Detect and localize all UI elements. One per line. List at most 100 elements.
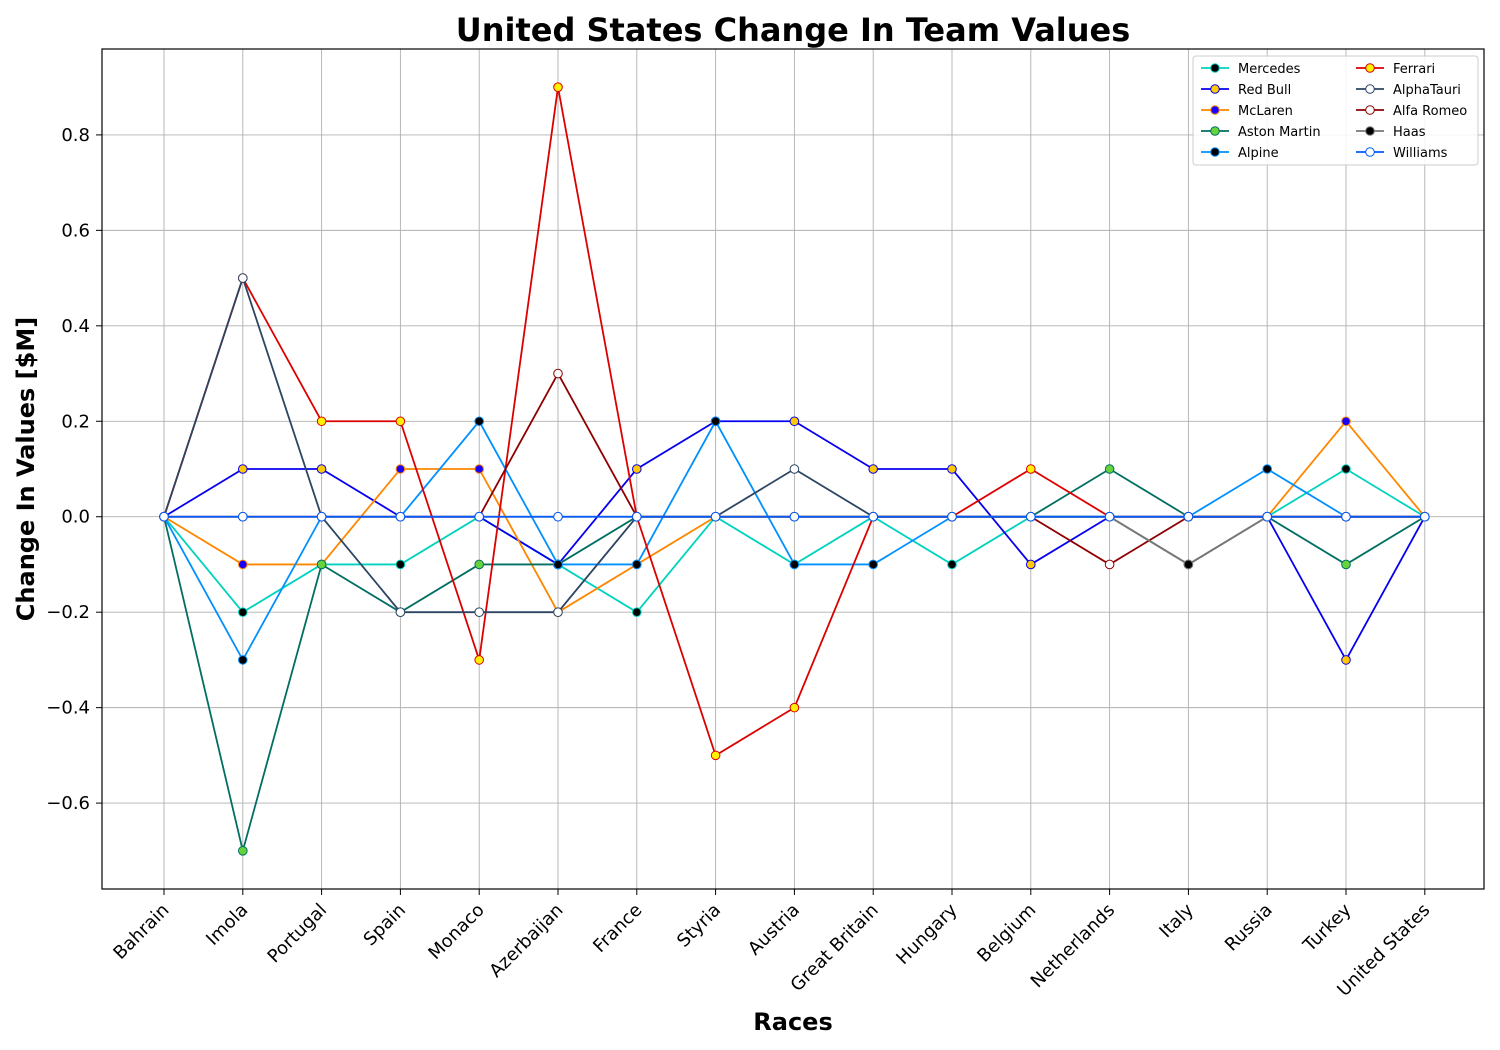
x-tick-label: Netherlands	[1027, 900, 1119, 992]
data-point	[316, 511, 327, 522]
data-point	[238, 511, 248, 522]
x-tick-label: Italy	[1155, 899, 1198, 942]
legend-label: Red Bull	[1238, 83, 1291, 98]
legend-label: Ferrari	[1393, 62, 1435, 77]
legend-swatch-marker	[1210, 147, 1220, 157]
data-point	[710, 511, 721, 522]
legend-swatch-marker	[1365, 63, 1375, 73]
x-tick-label: Imola	[202, 900, 252, 950]
x-tick-label: Turkey	[1299, 899, 1356, 956]
legend-label: Aston Martin	[1238, 125, 1321, 140]
data-point	[1104, 464, 1115, 474]
data-point	[947, 559, 957, 570]
y-tick-label: 0.6	[61, 220, 90, 241]
data-point	[553, 559, 563, 570]
series-williams	[159, 511, 1430, 522]
legend-swatch-marker	[1210, 63, 1220, 73]
x-tick-label: Bahrain	[109, 900, 173, 964]
legend-label: Haas	[1393, 125, 1426, 140]
legend-swatch-marker	[1210, 84, 1220, 94]
data-point	[238, 559, 248, 570]
data-point	[395, 416, 406, 427]
data-point	[316, 464, 327, 474]
x-tick-label: Hungary	[892, 899, 961, 968]
legend-item: Red Bull	[1201, 83, 1291, 98]
data-point	[1341, 511, 1351, 522]
data-point	[238, 464, 248, 474]
data-point	[868, 511, 879, 522]
y-axis-label: Change In Values [$M]	[12, 317, 40, 621]
data-point	[159, 511, 169, 522]
data-point	[632, 559, 642, 570]
legend-swatch-marker	[1365, 147, 1375, 157]
data-point	[316, 416, 327, 427]
data-point	[474, 559, 485, 570]
data-point	[1026, 464, 1036, 474]
legend-item: Haas	[1356, 125, 1426, 140]
data-point	[1341, 416, 1351, 427]
data-point	[238, 655, 248, 665]
data-point	[868, 464, 879, 474]
y-tick-label: 0.2	[61, 411, 90, 432]
data-point	[474, 655, 485, 665]
y-tick-label: −0.2	[46, 602, 90, 623]
legend-item: Ferrari	[1356, 62, 1435, 77]
x-tick-label: Russia	[1221, 900, 1277, 956]
data-point	[1341, 464, 1351, 474]
x-tick-label: Portugal	[264, 900, 332, 968]
legend-item: Mercedes	[1201, 62, 1301, 77]
legend-item: Alfa Romeo	[1356, 104, 1467, 119]
data-point	[1104, 511, 1115, 522]
plot-frame	[101, 48, 1485, 890]
data-point	[395, 607, 406, 617]
legend-label: McLaren	[1238, 104, 1293, 119]
x-axis-ticks: Bahrain Imola Portugal Spain MonacoAzerbaija…	[109, 889, 1434, 1001]
legend-label: Williams	[1393, 146, 1448, 161]
data-point	[1341, 655, 1351, 665]
data-point	[789, 416, 800, 427]
x-tick-label: Monaco	[424, 900, 488, 964]
data-point	[789, 559, 800, 570]
y-tick-label: 0.4	[61, 316, 90, 337]
data-point	[947, 511, 957, 522]
legend-swatch-marker	[1210, 105, 1220, 115]
data-point	[1262, 511, 1272, 522]
data-point	[632, 607, 642, 617]
data-point	[632, 464, 642, 474]
x-tick-label: Austria	[744, 900, 804, 960]
data-point	[474, 511, 485, 522]
data-point	[789, 702, 800, 713]
x-axis-label: Races	[753, 1008, 832, 1036]
data-point	[1183, 559, 1194, 570]
legend-item: AlphaTauri	[1356, 83, 1461, 98]
x-tick-label: France	[589, 900, 646, 957]
legend-label: AlphaTauri	[1393, 83, 1461, 98]
x-tick-label: Spain	[360, 900, 410, 950]
data-point	[238, 846, 248, 856]
data-point	[789, 464, 800, 474]
data-point	[710, 416, 721, 427]
y-tick-label: −0.6	[46, 793, 90, 814]
legend-item: Williams	[1356, 146, 1448, 161]
data-point	[238, 607, 248, 617]
legend-swatch-marker	[1365, 126, 1375, 136]
data-point	[1341, 559, 1351, 570]
legend-swatch-marker	[1365, 105, 1375, 115]
legend-item: McLaren	[1201, 104, 1293, 119]
legend-item: Alpine	[1201, 146, 1279, 161]
data-point	[1262, 464, 1272, 474]
data-point	[395, 559, 406, 570]
data-point	[1183, 511, 1194, 522]
x-tick-label: Styria	[673, 900, 725, 952]
legend-label: Alfa Romeo	[1393, 104, 1467, 119]
data-point	[474, 416, 485, 427]
series-group	[159, 82, 1430, 856]
data-point	[395, 511, 406, 522]
legend-swatch-marker	[1210, 126, 1220, 136]
data-point	[395, 464, 406, 474]
data-point	[1026, 511, 1036, 522]
x-tick-label: Azerbaijan	[485, 900, 567, 982]
data-point	[710, 750, 721, 761]
legend-label: Mercedes	[1238, 62, 1301, 77]
legend-box	[1192, 55, 1479, 166]
